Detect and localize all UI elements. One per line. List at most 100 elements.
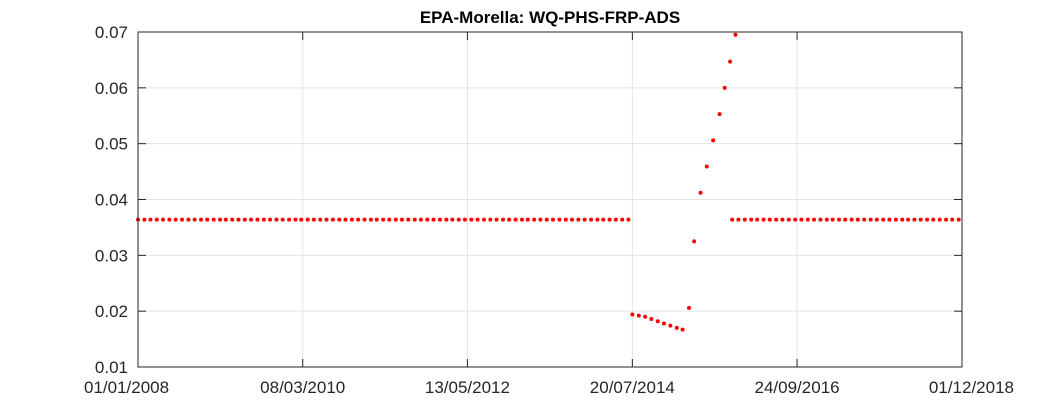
data-point bbox=[636, 313, 641, 318]
data-point bbox=[780, 217, 785, 222]
x-tick-label: 08/03/2010 bbox=[260, 378, 345, 397]
data-point bbox=[368, 217, 373, 222]
data-point bbox=[494, 217, 499, 222]
data-point bbox=[154, 217, 159, 222]
y-tick-label: 0.03 bbox=[95, 246, 128, 265]
data-point bbox=[563, 217, 568, 222]
data-point bbox=[280, 217, 285, 222]
data-point bbox=[626, 217, 631, 222]
x-tick-label: 01/12/2018 bbox=[929, 378, 1014, 397]
data-point bbox=[488, 217, 493, 222]
data-point bbox=[519, 217, 524, 222]
data-points bbox=[136, 32, 961, 332]
data-point bbox=[437, 217, 442, 222]
data-point bbox=[774, 217, 779, 222]
data-point bbox=[305, 217, 310, 222]
data-point bbox=[843, 217, 848, 222]
data-point bbox=[343, 217, 348, 222]
data-point bbox=[349, 217, 354, 222]
data-point bbox=[589, 217, 594, 222]
x-axis: 01/01/2008 08/03/2010 13/05/2012 20/07/2014… bbox=[84, 32, 1014, 397]
x-tick-label: 24/09/2016 bbox=[755, 378, 840, 397]
data-point bbox=[655, 319, 660, 324]
data-point bbox=[620, 217, 625, 222]
data-point bbox=[337, 217, 342, 222]
data-point bbox=[805, 217, 810, 222]
data-point bbox=[900, 217, 905, 222]
data-point bbox=[324, 217, 329, 222]
data-point bbox=[406, 217, 411, 222]
data-point bbox=[230, 217, 235, 222]
data-point bbox=[311, 217, 316, 222]
data-point bbox=[186, 217, 191, 222]
data-point bbox=[630, 312, 635, 317]
y-tick-label: 0.01 bbox=[95, 358, 128, 377]
data-point bbox=[513, 217, 518, 222]
data-point bbox=[557, 217, 562, 222]
data-point bbox=[576, 217, 581, 222]
data-point bbox=[475, 217, 480, 222]
data-point bbox=[142, 217, 147, 222]
data-point bbox=[643, 314, 648, 319]
data-point bbox=[613, 217, 618, 222]
data-point bbox=[538, 217, 543, 222]
data-point bbox=[733, 32, 738, 37]
data-point bbox=[830, 217, 835, 222]
data-point bbox=[595, 217, 600, 222]
data-point bbox=[607, 217, 612, 222]
data-point bbox=[755, 217, 760, 222]
data-point bbox=[205, 217, 210, 222]
data-point bbox=[532, 217, 537, 222]
data-point bbox=[450, 217, 455, 222]
data-point bbox=[544, 217, 549, 222]
x-tick-label: 20/07/2014 bbox=[590, 378, 675, 397]
data-point bbox=[818, 217, 823, 222]
data-point bbox=[837, 217, 842, 222]
y-tick-label: 0.05 bbox=[95, 135, 128, 154]
data-point bbox=[236, 217, 241, 222]
data-point bbox=[812, 217, 817, 222]
data-point bbox=[925, 217, 930, 222]
data-point bbox=[173, 217, 178, 222]
data-point bbox=[601, 217, 606, 222]
data-point bbox=[711, 138, 716, 143]
data-point bbox=[793, 217, 798, 222]
data-point bbox=[881, 217, 886, 222]
data-point bbox=[268, 217, 273, 222]
data-point bbox=[728, 59, 733, 64]
data-point bbox=[299, 217, 304, 222]
data-point bbox=[570, 217, 575, 222]
data-point bbox=[849, 217, 854, 222]
data-point bbox=[293, 217, 298, 222]
data-point bbox=[855, 217, 860, 222]
data-point bbox=[686, 305, 691, 310]
data-point bbox=[893, 217, 898, 222]
data-point bbox=[507, 217, 512, 222]
data-point bbox=[912, 217, 917, 222]
data-point bbox=[399, 217, 404, 222]
data-point bbox=[167, 217, 172, 222]
y-tick-label: 0.02 bbox=[95, 302, 128, 321]
data-point bbox=[692, 239, 697, 244]
data-point bbox=[387, 217, 392, 222]
data-point bbox=[661, 321, 666, 326]
data-point bbox=[906, 217, 911, 222]
data-point bbox=[318, 217, 323, 222]
data-point bbox=[698, 190, 703, 195]
data-point bbox=[444, 217, 449, 222]
data-point bbox=[824, 217, 829, 222]
data-point bbox=[649, 316, 654, 321]
data-point bbox=[668, 323, 673, 328]
data-point bbox=[456, 217, 461, 222]
data-point bbox=[680, 327, 685, 332]
x-tick-label: 01/01/2008 bbox=[84, 378, 169, 397]
data-point bbox=[211, 217, 216, 222]
y-tick-label: 0.07 bbox=[95, 23, 128, 42]
data-point bbox=[393, 217, 398, 222]
data-point bbox=[550, 217, 555, 222]
data-point bbox=[918, 217, 923, 222]
data-point bbox=[223, 217, 228, 222]
data-point bbox=[786, 217, 791, 222]
data-point bbox=[418, 217, 423, 222]
